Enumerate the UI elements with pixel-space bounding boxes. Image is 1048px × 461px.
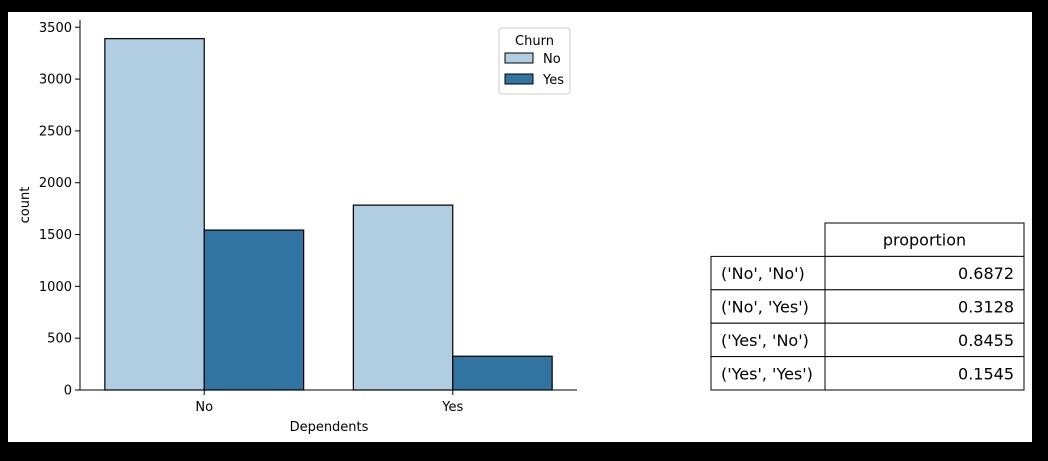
table-row-value: 0.6872 [958,264,1014,283]
table-row-label: ('No', 'No') [721,264,805,283]
table-row-value: 0.1545 [958,364,1014,383]
proportion-table: proportion ('No', 'No') 0.6872 ('No', 'Yes'… [710,222,1025,391]
y-tick-label: 2500 [39,124,72,139]
y-tick-label: 1500 [39,228,72,243]
figure-canvas: 0 500 1000 1500 2000 2500 3000 3500 No Yes Depen… [8,12,1032,442]
bar-no-no [104,38,205,391]
legend-swatch-yes [504,73,534,85]
x-axis-label: Dependents [290,420,369,435]
legend: Churn No Yes [498,27,571,95]
table-row-label: ('No', 'Yes') [721,298,809,317]
table-row-value-cell [824,255,1025,291]
table-row-label: ('Yes', 'Yes') [721,364,813,383]
x-tick-label: Yes [441,400,463,415]
table-row-value: 0.8455 [958,331,1014,350]
legend-title: Churn [515,34,554,49]
table-row-value: 0.3128 [958,298,1014,317]
table-header-label: proportion [883,231,966,250]
bar-chart: 0 500 1000 1500 2000 2500 3000 3500 No Yes Depen… [18,20,577,435]
x-axis: No Yes [80,389,577,415]
y-tick-label: 0 [64,384,72,399]
bar-no-yes [352,204,454,391]
y-tick-label: 500 [47,332,72,347]
y-axis-label: count [18,187,33,224]
y-tick-label: 2000 [39,176,72,191]
y-tick-label: 3000 [39,73,72,88]
y-axis: 0 500 1000 1500 2000 2500 3000 3500 [39,20,81,399]
table-header-cell [824,222,1025,257]
table-row-label-cell [710,289,826,324]
legend-swatch-no [504,52,534,64]
legend-label-no: No [543,52,561,67]
bar-yes-yes [452,355,553,391]
table-row-label-cell [710,356,826,391]
y-tick-label: 3500 [39,21,72,36]
legend-label-yes: Yes [542,73,564,88]
table-row-label: ('Yes', 'No') [721,331,809,350]
x-tick-label: No [195,400,213,415]
figure: 0 500 1000 1500 2000 2500 3000 3500 No Yes Depen… [18,20,1025,435]
y-tick-label: 1000 [39,280,72,295]
bar-yes-no [203,229,305,391]
bars-group [104,38,553,391]
table-row-value-cell [824,356,1025,391]
